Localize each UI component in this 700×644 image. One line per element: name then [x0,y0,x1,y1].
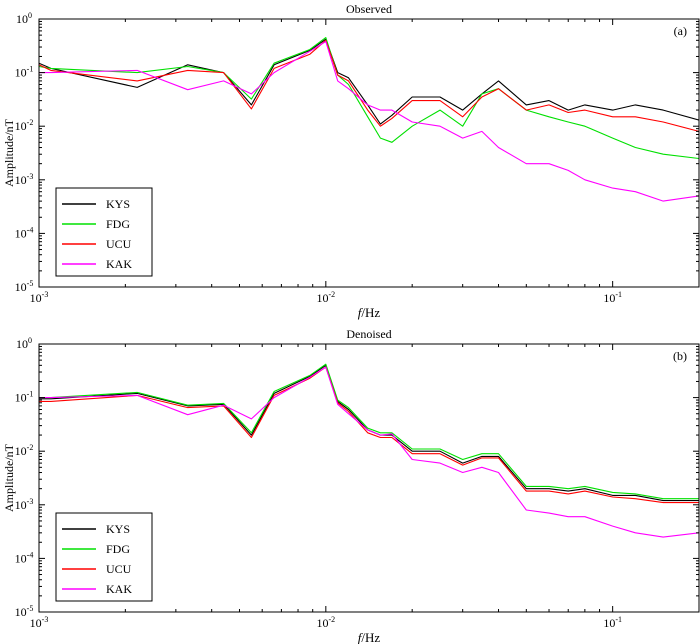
legend-label-kys: KYS [106,197,130,211]
panel-label: (b) [673,349,687,363]
legend: KYS FDG UCU KAK [55,512,153,602]
legend-label-ucu: UCU [106,237,132,251]
y-tick-label: 10-2 [15,118,34,133]
series-line-kys [39,38,699,125]
series-line-kak [39,366,699,538]
legend-label-fdg: FDG [106,217,130,231]
legend-box [55,187,153,277]
y-axis-label: Amplitude/nT [2,443,16,512]
x-tick-label: 10-2 [316,290,335,305]
series-line-kys [39,364,699,502]
series-line-fdg [39,363,699,500]
y-tick-label: 10-4 [15,550,34,565]
x-tick-label: 10-3 [30,615,49,630]
series-line-ucu [39,39,699,132]
legend-label-kys: KYS [106,522,130,536]
series-line-kak [39,40,699,202]
y-tick-label: 10-3 [15,172,34,187]
series-lines [39,37,699,202]
y-tick-label: 10-3 [15,497,34,512]
y-tick-label: 10-5 [15,279,34,294]
plot-frame [38,18,700,288]
legend: KYS FDG UCU KAK [55,187,153,277]
plot-frame [38,343,700,613]
x-tick-label: 10-1 [603,290,622,305]
x-tick-label: 10-1 [603,615,622,630]
legend-label-ucu: UCU [106,562,132,576]
x-tick-label: 10-3 [30,290,49,305]
panel-label: (a) [674,24,687,38]
x-axis-label: f/Hz [358,630,381,644]
y-tick-label: 10-1 [15,390,34,405]
y-tick-label: 10-1 [15,65,34,80]
y-tick-label: 100 [16,336,32,351]
x-tick-label: 10-2 [316,615,335,630]
legend-label-kak: KAK [106,257,132,271]
y-tick-label: 100 [16,11,32,26]
legend-label-kak: KAK [106,582,132,596]
legend-label-fdg: FDG [106,542,130,556]
x-axis-label: f/Hz [358,305,381,320]
y-axis-label: Amplitude/nT [2,118,16,187]
series-line-ucu [39,366,699,504]
chart-title: Denoised [346,327,391,341]
series-line-fdg [39,37,699,160]
y-tick-label: 10-2 [15,443,34,458]
legend-box [55,512,153,602]
panel-b: Denoised (b) 10-3 10-2 10-1 10-5 10-4 10-3 10-2 1… [2,327,700,644]
series-lines [39,363,699,538]
y-tick-label: 10-4 [15,225,34,240]
chart-title: Observed [346,2,392,16]
panel-a: Observed (a) 10-3 10-2 10-1 10-5 10-4 10-3 10-2 1… [2,2,700,320]
y-tick-label: 10-5 [15,604,34,619]
